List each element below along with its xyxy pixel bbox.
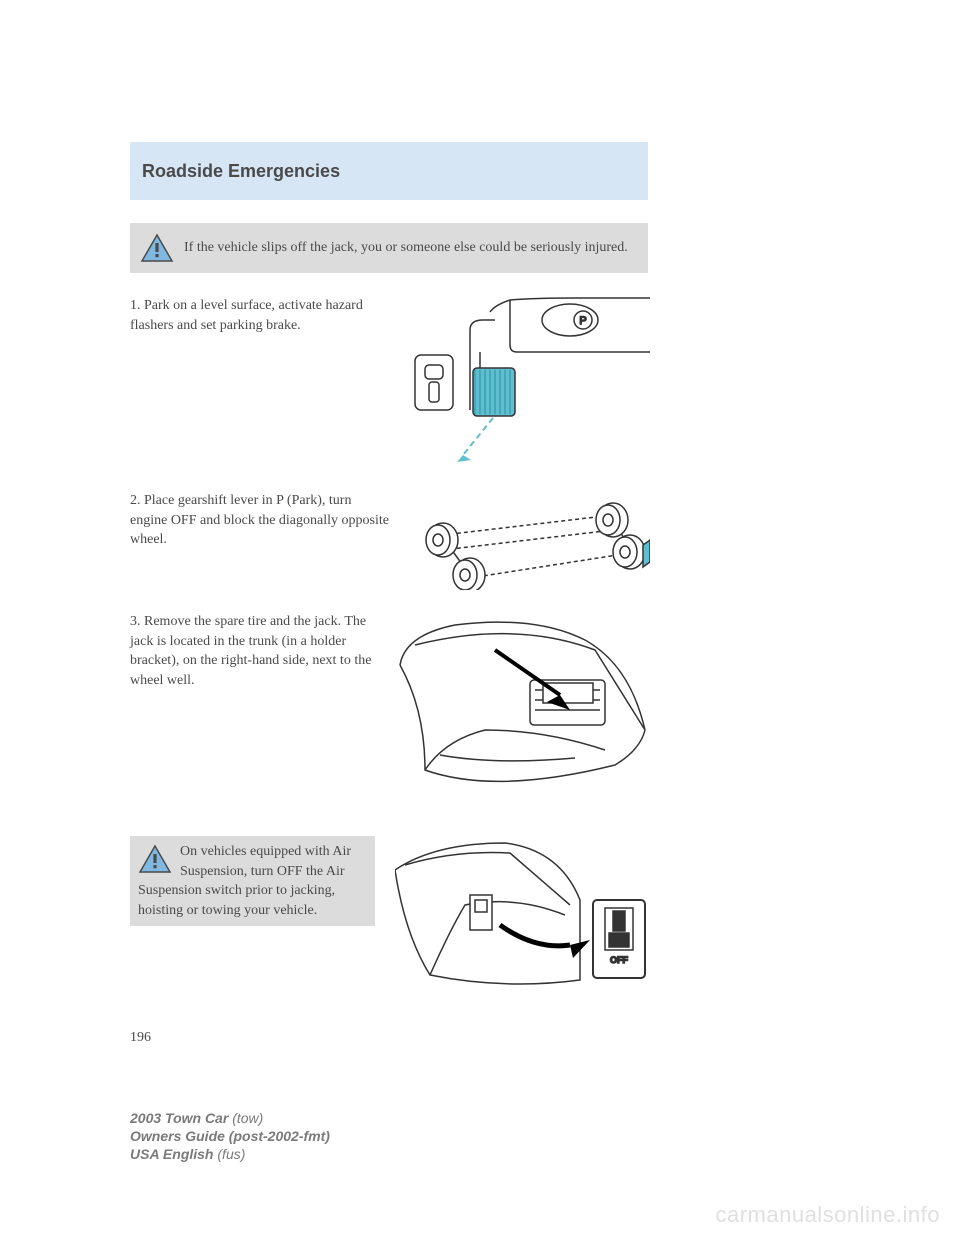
footer-model: 2003 Town Car <box>130 1110 228 1126</box>
footer-line-2: Owners Guide (post-2002-fmt) <box>130 1128 330 1144</box>
illustration-air-suspension-switch: OFF <box>395 835 650 990</box>
step-3-text: 3. Remove the spare tire and the jack. T… <box>130 612 385 690</box>
section-header: Roadside Emergencies <box>130 142 648 200</box>
illustration-parking-brake: P <box>395 290 650 465</box>
page-number: 196 <box>130 1030 151 1046</box>
illustration-wheel-block <box>395 490 650 590</box>
watermark: carmanualsonline.info <box>715 1202 940 1228</box>
footer-lang: USA English <box>130 1146 214 1162</box>
section-title: Roadside Emergencies <box>142 161 340 182</box>
footer-line-1: 2003 Town Car (tow) <box>130 1110 263 1126</box>
warning-icon <box>140 233 174 263</box>
warning-icon <box>138 844 172 874</box>
footer-code-3: (fus) <box>217 1146 245 1162</box>
illustration-trunk-jack <box>395 610 650 800</box>
footer-guide: Owners Guide (post-2002-fmt) <box>130 1128 330 1144</box>
warning-text: If the vehicle slips off the jack, you o… <box>184 239 628 258</box>
svg-text:OFF: OFF <box>610 955 628 965</box>
step-1-text: 1. Park on a level surface, activate haz… <box>130 296 390 335</box>
footer-line-3: USA English (fus) <box>130 1146 245 1162</box>
svg-text:P: P <box>579 315 586 327</box>
step-2-text: 2. Place gearshift lever in P (Park), tu… <box>130 491 390 550</box>
footer-code-1: (tow) <box>232 1110 263 1126</box>
warning-box: If the vehicle slips off the jack, you o… <box>130 223 648 273</box>
warning-box-inline: On vehicles equipped with Air Suspension… <box>130 836 375 926</box>
